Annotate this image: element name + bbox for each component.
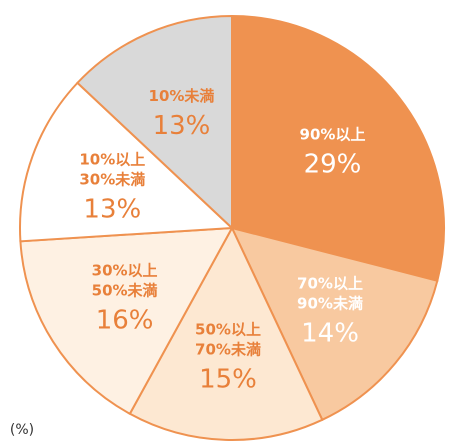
slice-label: 10%未満 [149, 87, 215, 105]
slice-label: 30%未満 [79, 170, 145, 188]
pie-slice [231, 14, 445, 282]
pie-slice [128, 225, 324, 441]
value-label: 13% [83, 194, 141, 224]
slice-label: 30%以上 [92, 262, 158, 280]
slice-label: 50%未満 [92, 282, 158, 300]
slice-label: 70%未満 [195, 341, 261, 359]
slice-label: 70%以上 [297, 275, 363, 293]
unit-label: (%) [10, 422, 34, 438]
slice-label: 90%以上 [300, 126, 366, 144]
value-label: 29% [304, 150, 362, 180]
value-label: 15% [199, 365, 257, 395]
slice-label: 50%以上 [195, 321, 261, 339]
pie-slice [19, 226, 234, 416]
slice-label: 90%未満 [297, 295, 363, 313]
value-label: 14% [301, 319, 359, 349]
pie-slice [19, 81, 235, 243]
pie-slice [76, 14, 233, 231]
value-label: 16% [96, 306, 154, 336]
value-label: 13% [153, 111, 211, 141]
pie-slice [230, 226, 439, 422]
slice-label: 10%以上 [79, 150, 145, 168]
